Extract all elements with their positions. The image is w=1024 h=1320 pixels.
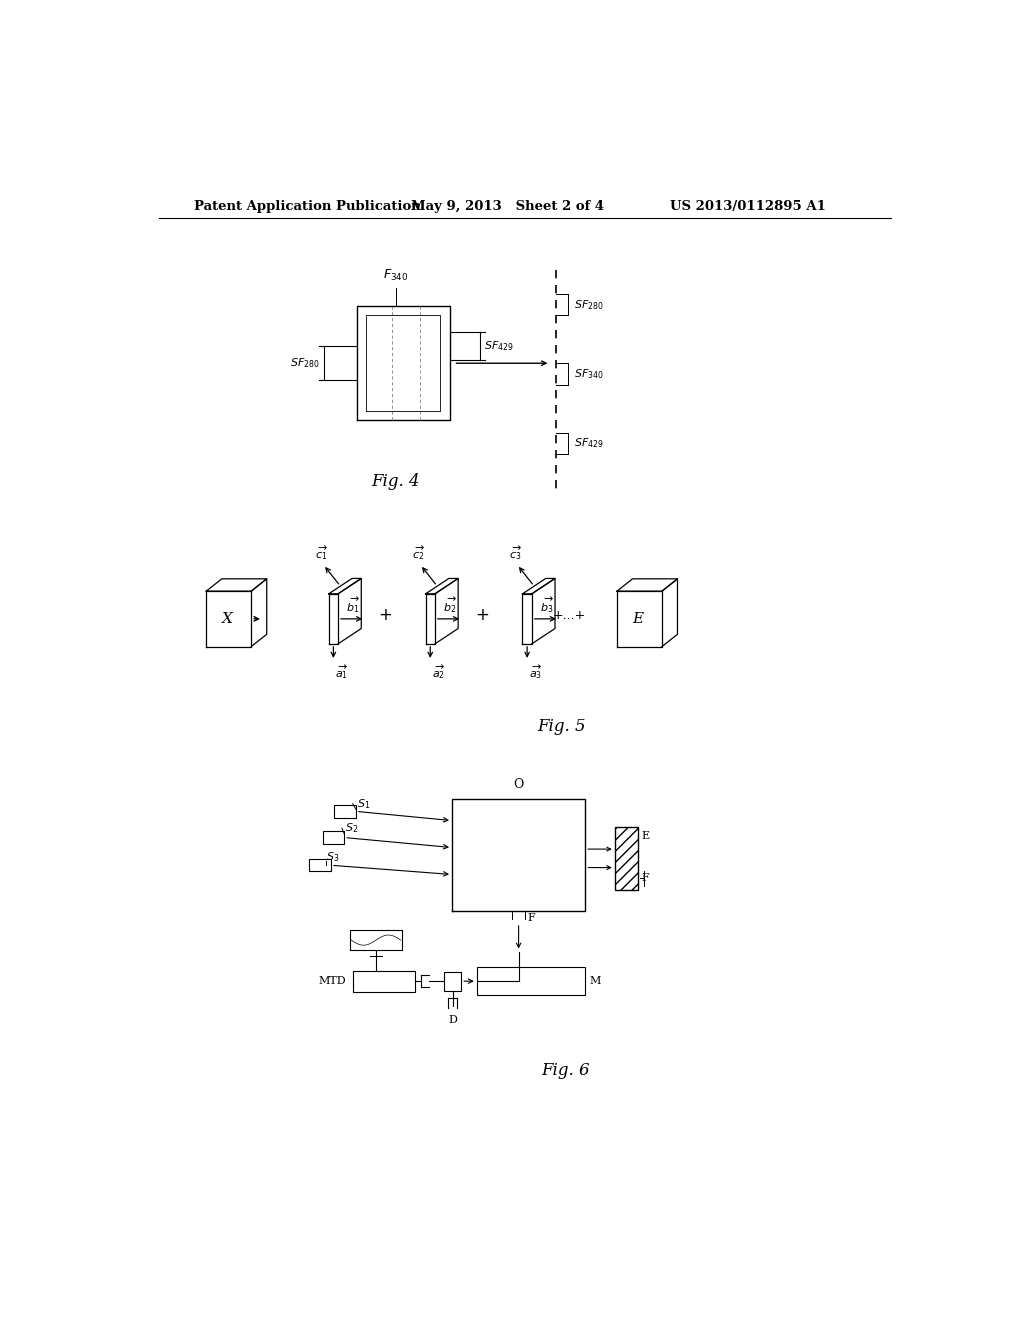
Text: $S_3$: $S_3$ xyxy=(326,850,339,865)
Text: $SF_{429}$: $SF_{429}$ xyxy=(573,437,603,450)
Bar xyxy=(334,805,356,817)
Text: MTD: MTD xyxy=(318,977,346,986)
Bar xyxy=(444,972,461,991)
Text: $\overrightarrow{a_1}$: $\overrightarrow{a_1}$ xyxy=(335,663,348,681)
Text: $\overrightarrow{c_3}$: $\overrightarrow{c_3}$ xyxy=(509,544,522,562)
Text: F: F xyxy=(642,874,649,883)
Text: $\overrightarrow{a_3}$: $\overrightarrow{a_3}$ xyxy=(528,663,542,681)
Text: Fig. 6: Fig. 6 xyxy=(542,1063,590,1080)
Bar xyxy=(477,968,586,995)
Text: Fig. 5: Fig. 5 xyxy=(538,718,587,735)
Text: D: D xyxy=(449,1015,457,1026)
Text: May 9, 2013   Sheet 2 of 4: May 9, 2013 Sheet 2 of 4 xyxy=(411,199,604,213)
Text: Patent Application Publication: Patent Application Publication xyxy=(194,199,421,213)
Text: $SF_{429}$: $SF_{429}$ xyxy=(484,339,514,352)
Text: +: + xyxy=(475,606,489,624)
Text: E: E xyxy=(642,830,650,841)
Text: F: F xyxy=(528,912,536,923)
Text: $F_{340}$: $F_{340}$ xyxy=(383,268,409,284)
Text: $\overrightarrow{c_2}$: $\overrightarrow{c_2}$ xyxy=(412,544,425,562)
Text: $SF_{280}$: $SF_{280}$ xyxy=(291,356,321,370)
Text: Fig. 4: Fig. 4 xyxy=(371,474,420,490)
Text: $\overrightarrow{b_3}$: $\overrightarrow{b_3}$ xyxy=(540,595,554,615)
Text: $S_2$: $S_2$ xyxy=(345,821,358,836)
Bar xyxy=(614,826,638,890)
Text: $\overrightarrow{b_1}$: $\overrightarrow{b_1}$ xyxy=(346,595,360,615)
Text: $SF_{340}$: $SF_{340}$ xyxy=(573,367,603,381)
Text: E: E xyxy=(633,612,643,626)
Bar xyxy=(352,970,415,991)
Bar xyxy=(309,859,331,871)
Text: X: X xyxy=(222,612,232,626)
Text: M: M xyxy=(590,977,601,986)
Bar xyxy=(323,832,344,843)
Text: $SF_{280}$: $SF_{280}$ xyxy=(573,298,603,312)
Text: US 2013/0112895 A1: US 2013/0112895 A1 xyxy=(671,199,826,213)
Text: O: O xyxy=(513,779,524,792)
Text: $S_1$: $S_1$ xyxy=(356,797,370,810)
Text: +: + xyxy=(379,606,392,624)
Text: $\overrightarrow{a_2}$: $\overrightarrow{a_2}$ xyxy=(432,663,445,681)
Text: $\overrightarrow{c_1}$: $\overrightarrow{c_1}$ xyxy=(315,544,329,562)
Text: $\overrightarrow{b_2}$: $\overrightarrow{b_2}$ xyxy=(443,595,457,615)
Text: +...+: +...+ xyxy=(553,609,587,622)
